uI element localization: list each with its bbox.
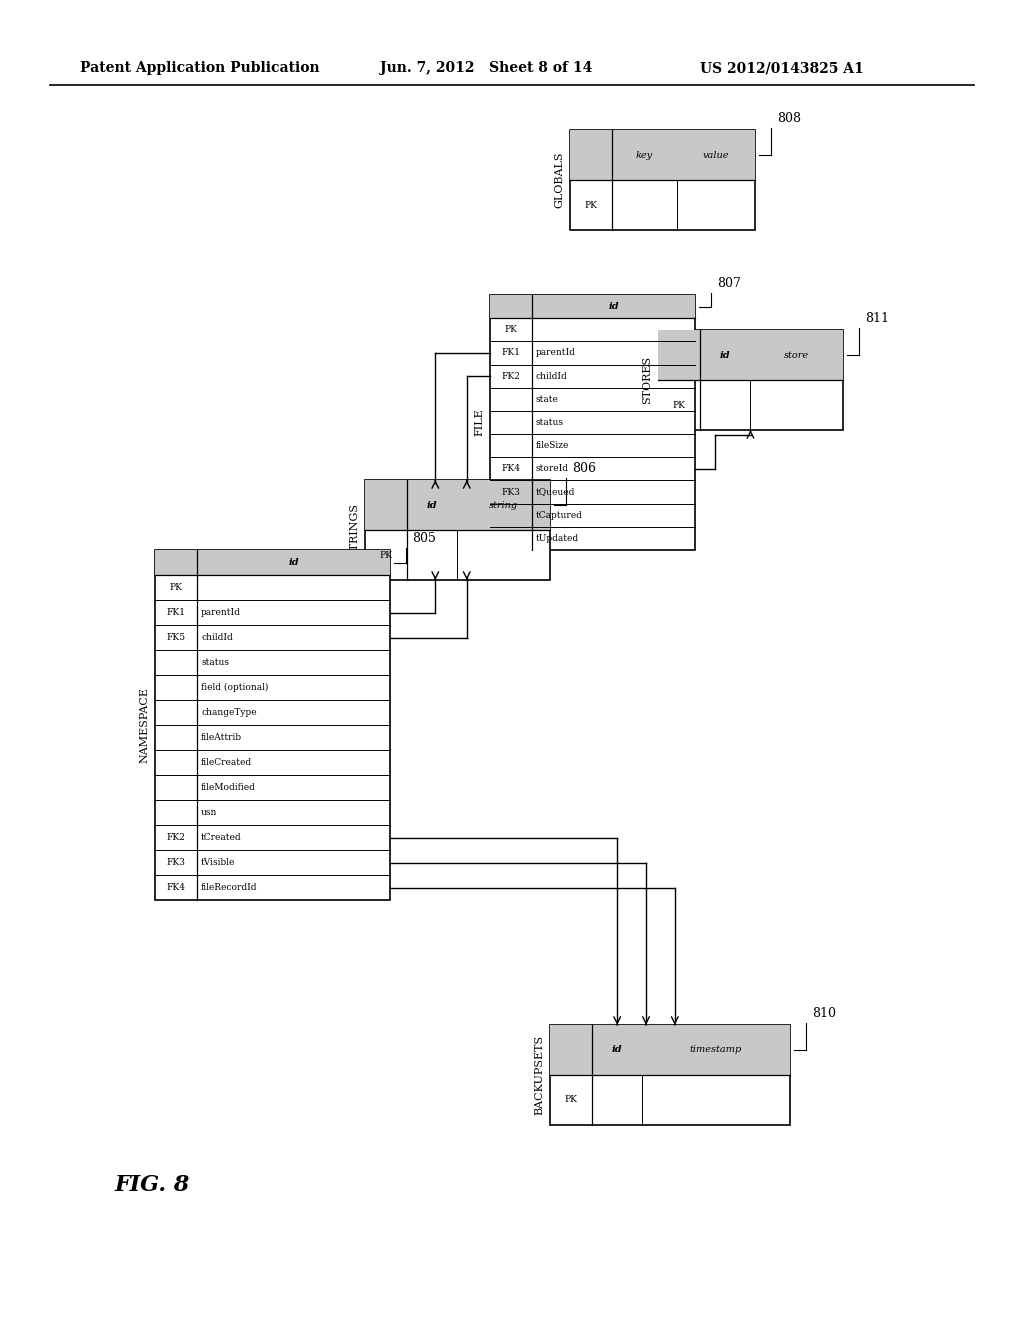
Text: PK: PK (585, 201, 597, 210)
Text: id: id (288, 558, 299, 568)
Text: 810: 810 (812, 1007, 836, 1020)
Text: STORES: STORES (642, 356, 652, 404)
Bar (550, 1026, 790, 1074)
Text: 805: 805 (412, 532, 436, 545)
Text: 806: 806 (572, 462, 596, 475)
Text: STRINGS: STRINGS (349, 503, 359, 557)
Text: childId: childId (536, 372, 567, 380)
Text: FK2: FK2 (502, 372, 520, 380)
Text: tCreated: tCreated (201, 833, 242, 842)
Text: id: id (720, 351, 730, 359)
Text: timestamp: timestamp (690, 1045, 742, 1055)
Text: BACKUPSETS: BACKUPSETS (534, 1035, 544, 1115)
Text: PK: PK (505, 325, 517, 334)
Text: FK4: FK4 (167, 883, 185, 892)
Text: fileAttrib: fileAttrib (201, 733, 242, 742)
Text: tQueued: tQueued (536, 487, 575, 496)
Text: parentId: parentId (536, 348, 575, 358)
Text: NAMESPACE: NAMESPACE (139, 686, 150, 763)
Text: GLOBALS: GLOBALS (554, 152, 564, 209)
Bar (155, 550, 390, 576)
Bar (155, 550, 390, 900)
Bar (658, 330, 843, 380)
Text: FK5: FK5 (167, 634, 185, 642)
Text: key: key (636, 150, 653, 160)
Text: 807: 807 (717, 277, 741, 290)
Text: 811: 811 (865, 312, 889, 325)
Text: PK: PK (380, 550, 392, 560)
Text: fileModified: fileModified (201, 783, 256, 792)
Text: tVisible: tVisible (201, 858, 236, 867)
Text: US 2012/0143825 A1: US 2012/0143825 A1 (700, 61, 864, 75)
Text: Jun. 7, 2012   Sheet 8 of 14: Jun. 7, 2012 Sheet 8 of 14 (380, 61, 592, 75)
Text: fileSize: fileSize (536, 441, 569, 450)
Bar (658, 330, 843, 430)
Text: PK: PK (564, 1096, 578, 1105)
Bar (550, 1026, 790, 1125)
Text: fileCreated: fileCreated (201, 758, 252, 767)
Text: FK1: FK1 (502, 348, 520, 358)
Text: status: status (536, 418, 564, 426)
Text: tUpdated: tUpdated (536, 533, 580, 543)
Text: status: status (201, 657, 229, 667)
Text: changeType: changeType (201, 708, 257, 717)
Bar (570, 129, 755, 230)
Text: FK1: FK1 (167, 609, 185, 616)
Text: tCaptured: tCaptured (536, 511, 583, 520)
Text: FK3: FK3 (502, 487, 520, 496)
Text: id: id (427, 500, 437, 510)
Bar (570, 129, 755, 180)
Text: PK: PK (673, 400, 685, 409)
Text: childId: childId (201, 634, 232, 642)
Text: 808: 808 (777, 112, 801, 125)
Text: string: string (488, 500, 518, 510)
Text: Patent Application Publication: Patent Application Publication (80, 61, 319, 75)
Bar (365, 480, 550, 531)
Text: PK: PK (170, 583, 182, 591)
Text: FIG. 8: FIG. 8 (115, 1173, 190, 1196)
Text: id: id (611, 1045, 623, 1055)
Text: parentId: parentId (201, 609, 241, 616)
Text: field (optional): field (optional) (201, 682, 268, 692)
Text: store: store (784, 351, 809, 359)
Text: storeId: storeId (536, 465, 569, 474)
Text: value: value (702, 150, 729, 160)
Text: id: id (608, 302, 618, 312)
Text: fileRecordId: fileRecordId (201, 883, 257, 892)
Bar (365, 480, 550, 579)
Bar (490, 294, 695, 318)
Text: state: state (536, 395, 559, 404)
Text: FK2: FK2 (167, 833, 185, 842)
Text: FILE: FILE (474, 409, 484, 437)
Text: usn: usn (201, 808, 217, 817)
Bar (490, 294, 695, 550)
Text: FK3: FK3 (167, 858, 185, 867)
Text: FK4: FK4 (502, 465, 520, 474)
